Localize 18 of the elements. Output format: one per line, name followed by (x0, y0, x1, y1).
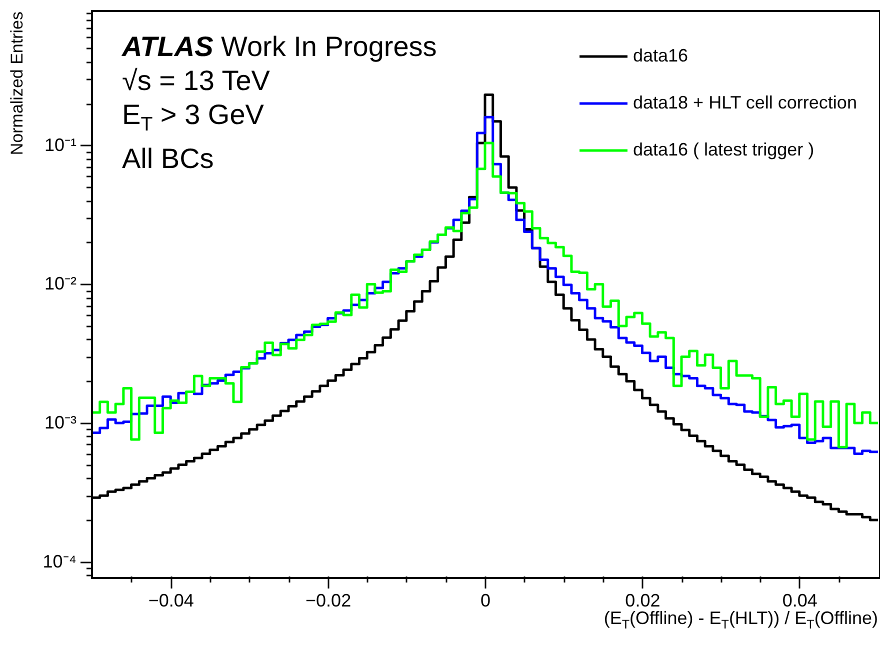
x-tick-label: 0 (480, 590, 491, 610)
x-tick-label: 0.02 (625, 590, 660, 610)
y-axis-title: Normalized Entries (8, 12, 26, 156)
legend-label: data18 + HLT cell correction (633, 92, 857, 112)
annotation: All BCs (122, 142, 215, 176)
x-tick-label: −0.02 (306, 590, 352, 610)
annotation: √s = 13 TeV (122, 64, 271, 98)
legend-label: data16 ( latest trigger ) (633, 140, 814, 160)
y-tick-label: 10⁻³ (44, 412, 77, 432)
legend-label: data16 (633, 46, 688, 66)
annotation: E$_{T}$ > 3 GeV (122, 98, 265, 138)
y-tick-label: 10⁻¹ (44, 134, 77, 155)
y-tick-label: 10⁻⁴ (42, 551, 76, 572)
x-tick-label: 0.04 (782, 590, 818, 610)
x-tick-label: −0.04 (148, 590, 194, 610)
y-tick-label: 10⁻² (44, 274, 77, 294)
annotation: ATLAS Work In Progress (122, 31, 437, 62)
x-axis-title: (E$_{T}$(Offline) - E$_{T}$(HLT)) / E$_{T}$(Offline) (604, 608, 878, 632)
